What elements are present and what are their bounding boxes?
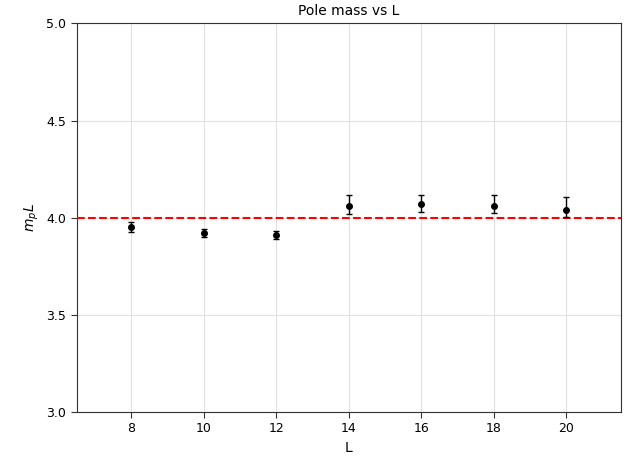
Y-axis label: $m_p L$: $m_p L$: [22, 203, 41, 232]
Title: Pole mass vs L: Pole mass vs L: [298, 4, 399, 18]
X-axis label: L: L: [345, 441, 353, 455]
